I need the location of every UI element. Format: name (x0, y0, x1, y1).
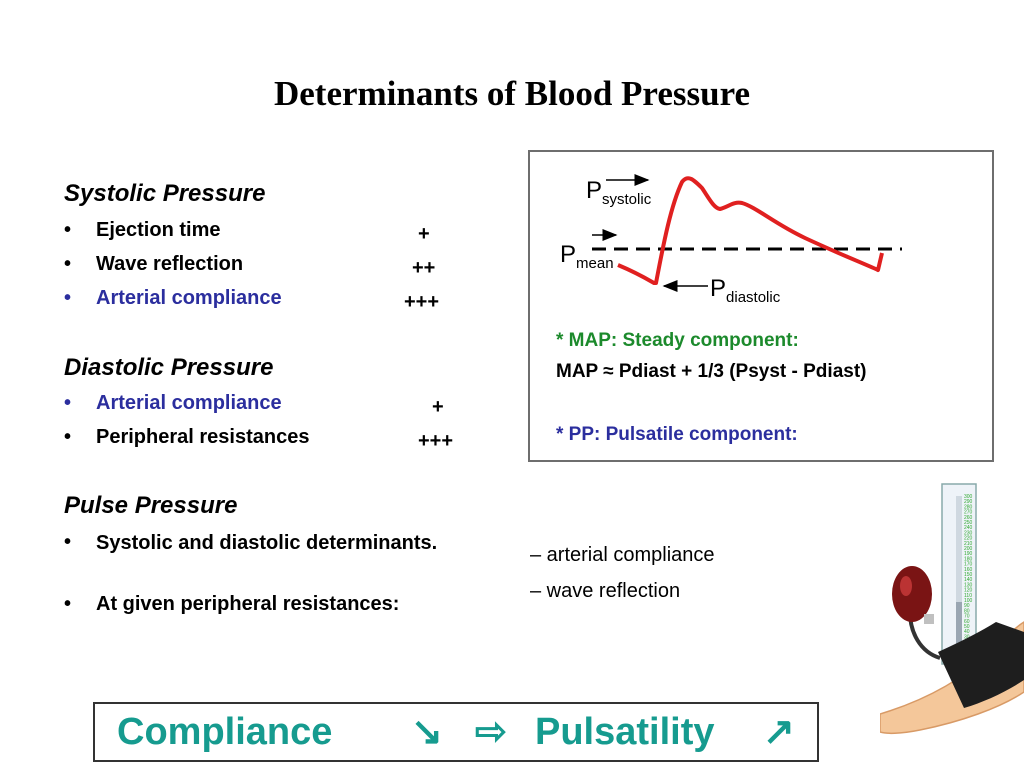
waveform-diagram: Psystolic Pmean Pdiastolic (560, 174, 902, 306)
gauge-tick-label: 60 (964, 619, 970, 625)
gauge-tick-label: 30 (964, 634, 970, 640)
gauge-tick-label: 270 (964, 510, 973, 516)
gauge-tick-label: 110 (964, 593, 972, 599)
gauge-tick-label: 170 (964, 562, 973, 568)
gauge-tick-label: 160 (964, 567, 973, 573)
implies-arrow-icon: ⇨ (475, 711, 507, 753)
bullet: • (64, 287, 72, 309)
pulse-heading: Pulse Pressure (64, 492, 238, 519)
pressure-waveform-panel: Psystolic Pmean Pdiastolic * MAP: Steady… (528, 150, 994, 462)
gauge-tick-label: 250 (964, 520, 973, 526)
item-label: Systolic and diastolic determinants. (96, 532, 438, 554)
bullet: • (64, 219, 72, 241)
map-formula: MAP ≈ Pdiast + 1/3 (Psyst - Pdiast) (556, 361, 867, 382)
p-mean-label: Pmean (560, 241, 614, 272)
gauge-tick-label: 190 (964, 551, 973, 557)
item-rating: + (418, 223, 430, 245)
map-steady-note: * MAP: Steady component: (556, 330, 799, 351)
gauge-tick-label: 90 (964, 603, 970, 609)
p-diastolic-label: Pdiastolic (710, 275, 781, 306)
gauge-tick-label: 130 (964, 582, 973, 588)
item-label: Arterial compliance (96, 392, 282, 414)
compliance-pulsatility-box: Compliance ↘ ⇨ Pulsatility ↗ (93, 702, 819, 762)
gauge-tick-label: 120 (964, 588, 973, 594)
gauge-tick-label: 100 (964, 598, 973, 604)
gauge-tick-label: 260 (964, 515, 973, 521)
systolic-heading: Systolic Pressure (64, 180, 266, 207)
item-rating: +++ (404, 291, 440, 313)
gauge-tick-label: 220 (964, 536, 973, 542)
bullet: • (64, 531, 72, 553)
gauge-tick-label: 70 (964, 614, 970, 620)
sub-item-arterial-compliance: – arterial compliance (530, 544, 715, 566)
diastolic-heading: Diastolic Pressure (64, 354, 274, 381)
gauge-tick-label: 300 (964, 494, 973, 500)
pulsatility-text: Pulsatility (535, 711, 715, 753)
item-label: Arterial compliance (96, 287, 282, 309)
item-rating: + (432, 396, 444, 418)
sub-item-wave-reflection: – wave reflection (530, 580, 681, 602)
pp-pulsatile-note: * PP: Pulsatile component: (556, 424, 798, 445)
gauge-tick-label: 140 (964, 577, 973, 583)
item-label: Peripheral resistances (96, 426, 310, 448)
gauge-tick-label: 280 (964, 504, 973, 510)
slide-title: Determinants of Blood Pressure (273, 74, 751, 113)
item-rating: +++ (418, 430, 454, 452)
gauge-tick-label: 290 (964, 499, 973, 505)
sphygmomanometer-icon: 3002902802702602502402302202102001901801… (880, 483, 1024, 735)
gauge-tick-label: 230 (964, 530, 973, 536)
bullet: • (64, 253, 72, 275)
p-systolic-label: Psystolic (586, 177, 652, 208)
gauge-tick-label: 210 (964, 541, 973, 547)
gauge-tick-label: 180 (964, 556, 973, 562)
compliance-text: Compliance (117, 711, 333, 753)
gauge-tick-label: 150 (964, 572, 973, 578)
arrow-up-icon: ↗ (763, 711, 795, 753)
item-rating: ++ (412, 257, 436, 279)
bullet: • (64, 593, 72, 615)
item-label: At given peripheral resistances: (96, 593, 400, 615)
bullet: • (64, 426, 72, 448)
gauge-tick-label: 200 (964, 546, 973, 552)
arrow-down-icon: ↘ (411, 711, 443, 753)
gauge-tick-label: 240 (964, 525, 973, 531)
pressure-waveform (617, 176, 884, 285)
item-label: Ejection time (96, 219, 221, 241)
bullet: • (64, 392, 72, 414)
gauge-tick-label: 40 (964, 629, 970, 635)
item-label: Wave reflection (96, 253, 244, 275)
gauge-tick-label: 80 (964, 608, 970, 614)
gauge-tick-label: 50 (964, 624, 970, 630)
